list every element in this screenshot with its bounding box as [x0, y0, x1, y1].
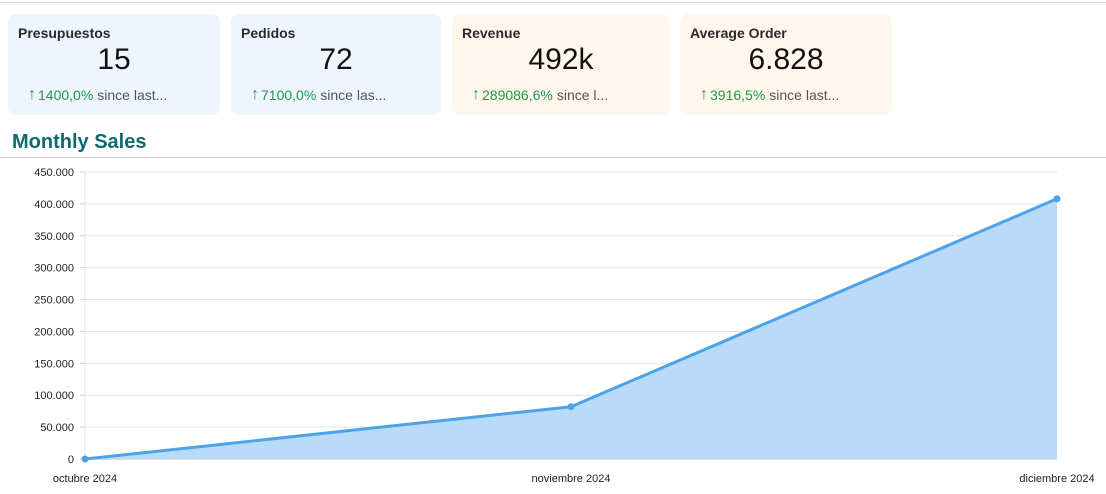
card-delta: ↑ 1400,0% since last...	[18, 85, 210, 105]
x-tick-label: octubre 2024	[53, 473, 117, 485]
arrow-up-icon: ↑	[700, 86, 708, 103]
arrow-up-icon: ↑	[472, 86, 480, 103]
arrow-up-icon: ↑	[28, 86, 36, 103]
y-tick-label: 250.000	[34, 295, 74, 307]
card-presupuestos[interactable]: Presupuestos 15 ↑ 1400,0% since last...	[8, 14, 220, 115]
area-fill	[85, 198, 1057, 459]
card-title: Pedidos	[241, 25, 296, 41]
delta-value: 7100,0%	[261, 87, 317, 103]
y-tick-label: 300.000	[34, 263, 74, 275]
y-tick-label: 150.000	[34, 358, 74, 370]
card-title: Presupuestos	[18, 25, 111, 41]
data-point	[81, 455, 89, 463]
card-title: Average Order	[690, 25, 787, 41]
delta-value: 3916,5%	[710, 87, 766, 103]
y-tick-label: 0	[68, 454, 74, 466]
card-value: 492k	[528, 43, 594, 76]
card-average-order[interactable]: Average Order 6.828 ↑ 3916,5% since last…	[680, 14, 892, 115]
delta-label: since las...	[320, 87, 387, 103]
delta-label: since l...	[556, 87, 609, 103]
card-delta: ↑ 7100,0% since las...	[241, 85, 431, 105]
x-tick-label: diciembre 2024	[1019, 473, 1094, 485]
card-value: 6.828	[748, 43, 824, 76]
y-tick-label: 50.000	[40, 422, 74, 434]
y-tick-label: 350.000	[34, 231, 74, 243]
y-tick-label: 400.000	[34, 199, 74, 211]
delta-value: 1400,0%	[38, 87, 94, 103]
card-revenue[interactable]: Revenue 492k ↑ 289086,6% since l...	[452, 14, 670, 115]
arrow-up-icon: ↑	[251, 86, 259, 103]
card-value: 15	[97, 43, 131, 76]
card-value: 72	[319, 43, 353, 76]
y-tick-label: 100.000	[34, 390, 74, 402]
card-delta: ↑ 289086,6% since l...	[462, 85, 660, 105]
delta-value: 289086,6%	[482, 87, 553, 103]
section-title: Monthly Sales	[12, 131, 147, 153]
y-tick-label: 450.000	[34, 167, 74, 179]
monthly-sales-chart[interactable]: 0 50.000 100.000 150.000 200.000 250.000 300.0…	[0, 160, 1106, 494]
x-tick-label: noviembre 2024	[532, 473, 611, 485]
card-title: Revenue	[462, 25, 521, 41]
card-delta: ↑ 3916,5% since last...	[690, 85, 882, 105]
delta-label: since last...	[97, 87, 168, 103]
data-point	[1053, 195, 1061, 203]
y-tick-label: 200.000	[34, 326, 74, 338]
data-point	[567, 403, 575, 411]
top-divider	[0, 2, 1106, 3]
card-pedidos[interactable]: Pedidos 72 ↑ 7100,0% since las...	[231, 14, 441, 115]
delta-label: since last...	[769, 87, 840, 103]
section-divider	[0, 157, 1106, 158]
